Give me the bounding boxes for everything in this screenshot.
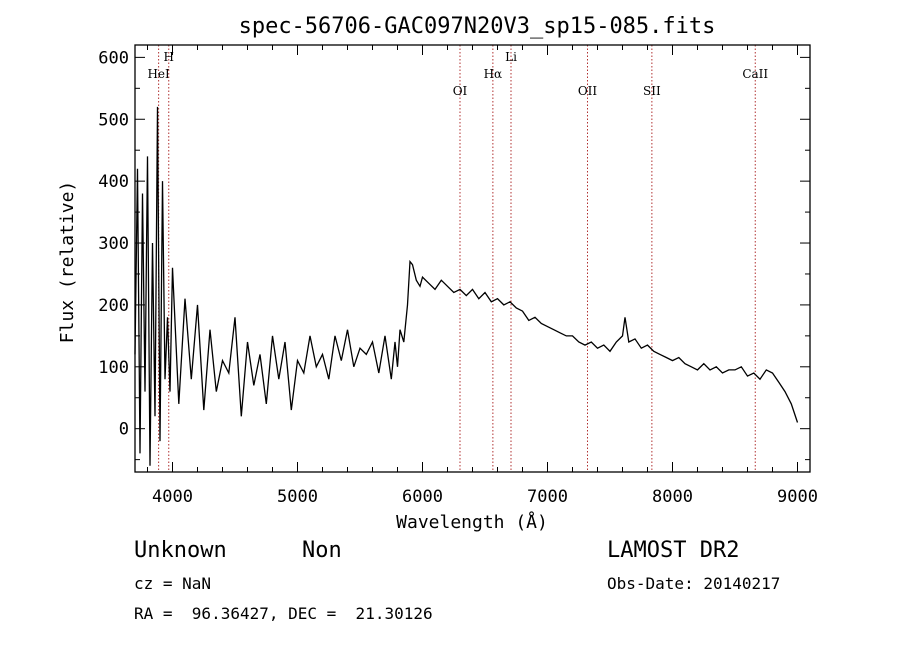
object-subclass: Non: [302, 538, 342, 563]
y-tick-label: 300: [98, 234, 129, 254]
x-tick-label: 9000: [777, 487, 818, 507]
x-tick-label: 8000: [652, 487, 693, 507]
y-tick-label: 200: [98, 296, 129, 316]
y-axis: 0 100 200 300 400 500 600: [98, 48, 810, 461]
chart-title: spec-56706-GAC097N20V3_sp15-085.fits: [239, 14, 716, 39]
plot-frame: [134, 44, 811, 473]
spectral-line-label: HeI: [147, 67, 170, 81]
x-axis: 4000 5000 6000 7000 8000 9000: [147, 45, 818, 507]
x-tick-label: 6000: [402, 487, 443, 507]
spectral-line-label: CaII: [742, 67, 768, 81]
spectrum-chart: spec-56706-GAC097N20V3_sp15-085.fits HeI…: [57, 14, 818, 533]
spectral-line-label: Li: [505, 50, 517, 64]
x-tick-label: 7000: [527, 487, 568, 507]
survey-label: LAMOST DR2: [607, 538, 740, 563]
x-tick-label: 4000: [152, 487, 193, 507]
y-tick-label: 100: [98, 358, 129, 378]
y-tick-label: 600: [98, 48, 129, 68]
x-tick-label: 5000: [277, 487, 318, 507]
spectrum-line: [134, 106, 799, 466]
spectral-line-label: SII: [643, 84, 661, 98]
x-axis-label: Wavelength (Å): [396, 511, 548, 533]
spectral-line-label: Hα: [484, 67, 503, 81]
coordinates-label: RA = 96.36427, DEC = 21.30126: [134, 604, 433, 623]
spectral-line-label: OI: [453, 84, 468, 98]
spectral-line-label: H: [164, 50, 174, 64]
y-tick-label: 500: [98, 110, 129, 130]
spectral-line-label: OII: [578, 84, 598, 98]
redshift-label: cz = NaN: [134, 574, 212, 593]
y-axis-label: Flux (relative): [57, 181, 78, 344]
obs-date-label: Obs-Date: 20140217: [607, 574, 781, 593]
y-tick-label: 0: [119, 420, 129, 440]
y-tick-label: 400: [98, 172, 129, 192]
object-class: Unknown: [134, 538, 227, 563]
